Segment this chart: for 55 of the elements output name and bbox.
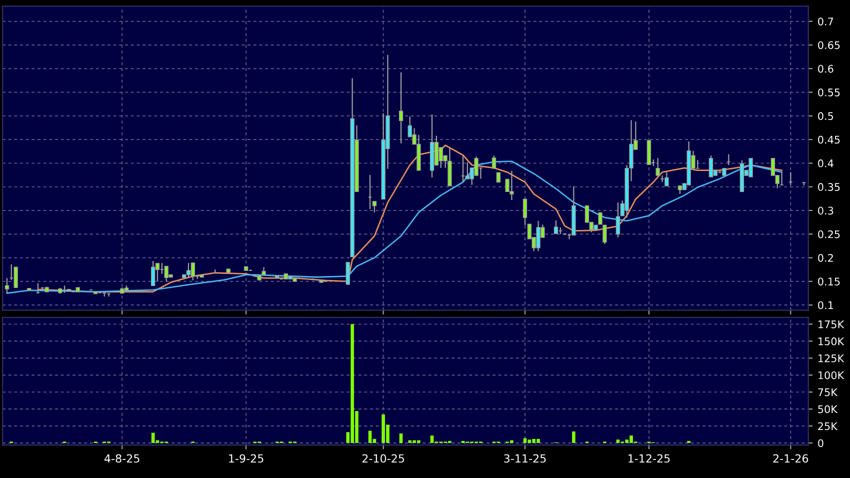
y-tick-label: 25K (818, 422, 838, 430)
x-tick-label: 3-11-25 (504, 454, 546, 463)
y-tick-label: 125K (818, 354, 844, 362)
y-tick-label: 0.35 (818, 183, 840, 191)
bar (399, 433, 403, 443)
candlestick (151, 260, 156, 286)
y-tick-label: 0.15 (818, 278, 840, 286)
candlestick (708, 155, 714, 178)
y-tick-label: 0.6 (818, 64, 834, 73)
candlestick (474, 156, 478, 176)
bar (528, 440, 532, 443)
y-tick-label: 0.1 (818, 301, 833, 310)
candlestick (522, 198, 528, 226)
x-tick-label: 1-9-25 (229, 454, 264, 463)
y-tick-label: 175K (818, 320, 844, 328)
candlestick (492, 155, 496, 169)
y-tick-label: 0 (818, 439, 824, 448)
y-tick-label: 100K (818, 371, 844, 380)
candlestick (465, 162, 470, 180)
candlestick (602, 224, 607, 245)
candlestick (496, 172, 501, 183)
y-tick-label: 50K (818, 405, 838, 414)
bar (408, 440, 412, 443)
candlestick (14, 266, 18, 288)
y-tick-label: 0.4 (818, 159, 834, 168)
y-tick-label: 0.2 (818, 254, 833, 262)
x-tick-label: 2-1-26 (773, 454, 808, 463)
x-tick-label: 4-8-25 (104, 454, 140, 463)
candlestick (664, 172, 669, 186)
y-tick-label: 0.55 (818, 88, 840, 96)
y-tick-label: 75K (818, 388, 838, 396)
y-tick-label: 0.65 (818, 41, 840, 50)
x-tick-label: 1-12-25 (628, 454, 670, 463)
candlestick (748, 158, 753, 178)
bar (532, 438, 536, 443)
y-tick-label: 0.45 (818, 136, 840, 144)
y-tick-label: 0.3 (818, 206, 834, 215)
candlestick (346, 262, 350, 286)
y-tick-label: 0.25 (818, 230, 840, 238)
y-tick-label: 0.7 (818, 18, 834, 26)
bar (430, 436, 434, 443)
candlestick (616, 202, 620, 238)
candlestick (554, 220, 558, 234)
candlestick (190, 262, 196, 281)
candlestick (398, 72, 404, 144)
y-tick-label: 150K (818, 337, 844, 346)
x-tick-label: 2-10-25 (362, 454, 404, 463)
candlestick (186, 262, 191, 278)
y-tick-label: 0.5 (818, 112, 834, 120)
bar (616, 440, 620, 443)
candlestick (155, 262, 160, 282)
candlestick (4, 278, 10, 294)
candlestick (372, 200, 377, 213)
bar (572, 431, 576, 443)
bar (523, 438, 527, 443)
